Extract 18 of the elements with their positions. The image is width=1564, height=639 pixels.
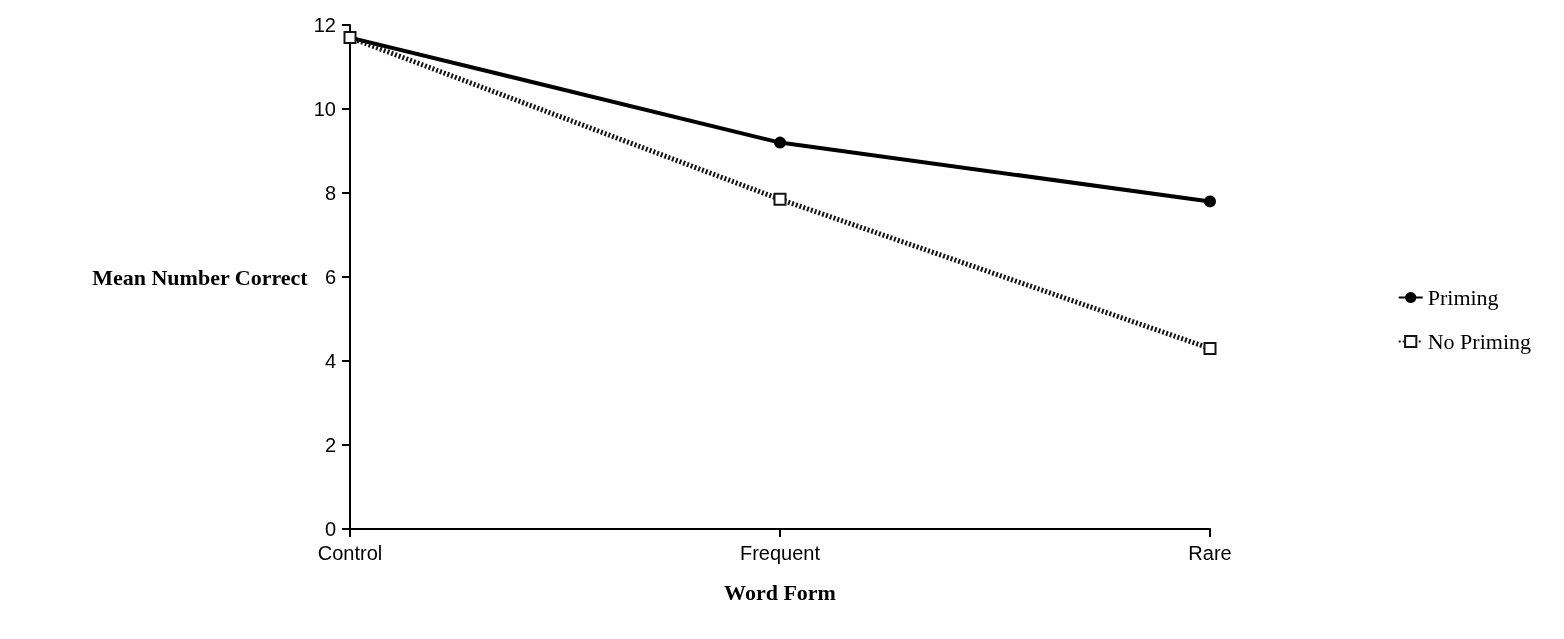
x-tick-label: Control [317,542,383,564]
y-tick-label: 0 [324,518,336,540]
x-tick-label: Rare [1188,542,1232,564]
y-tick-label: 12 [313,14,336,36]
y-tick-label: 6 [324,266,336,288]
legend-label: No Priming [1427,329,1532,354]
y-axis-title: Mean Number Correct [92,264,309,290]
point [1203,341,1217,355]
point [1204,195,1216,208]
point [774,136,786,149]
y-tick-label: 2 [324,434,336,456]
point [773,192,787,206]
legend-label: Priming [1427,285,1499,310]
x-tick-label: Frequent [739,542,821,564]
y-tick-label: 4 [324,350,336,372]
y-tick-label: 10 [313,98,336,120]
x-axis-title: Word Form [724,579,836,605]
y-tick-label: 8 [324,182,336,204]
